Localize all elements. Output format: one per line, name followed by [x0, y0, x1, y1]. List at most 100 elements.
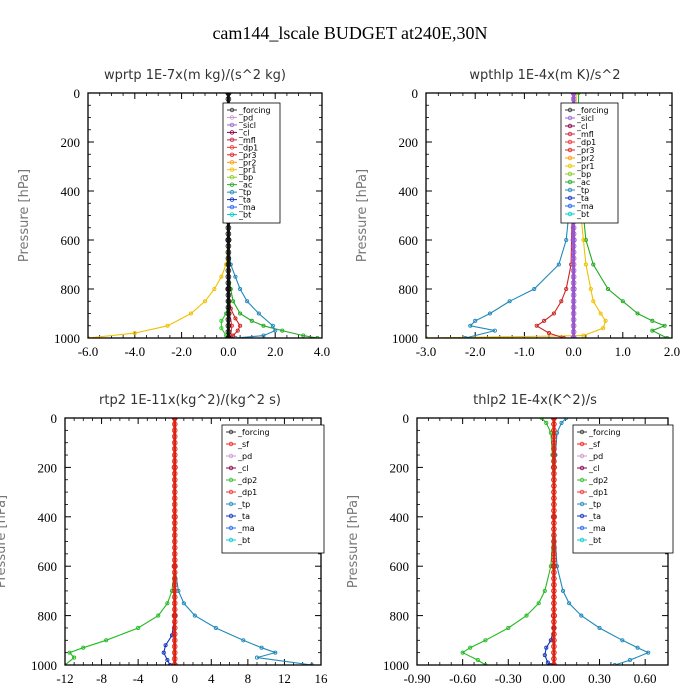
series-point: [545, 660, 550, 665]
legend-marker: [579, 513, 585, 519]
series-point: [551, 551, 557, 557]
series-point: [551, 544, 557, 551]
series-point: [171, 557, 178, 563]
series-point: [591, 262, 596, 267]
series-point: [168, 662, 173, 665]
series-point: [225, 316, 232, 323]
legend-marker: [228, 537, 234, 543]
legend-marker: [567, 139, 573, 145]
legend-marker: [229, 167, 235, 172]
series-point: [67, 650, 72, 655]
series-point: [241, 638, 246, 643]
series-point: [492, 328, 497, 333]
y-tick-label: 800: [390, 609, 410, 624]
series-point: [171, 501, 178, 508]
series-point: [620, 638, 625, 643]
series-point: [483, 662, 488, 665]
y-tick-label: 200: [61, 135, 81, 150]
legend-label: _bp: [576, 170, 591, 179]
legend-label: _cl: [238, 128, 250, 137]
series-point: [273, 328, 278, 333]
series-point: [605, 286, 611, 292]
series-point: [256, 311, 261, 316]
series-point: [171, 569, 178, 576]
series-point: [551, 507, 557, 514]
series-point: [171, 606, 178, 613]
legend-marker: [229, 212, 235, 217]
legend-marker: [229, 130, 235, 135]
series-point: [171, 631, 178, 637]
y-tick-label: 1000: [31, 658, 57, 673]
series-point: [570, 224, 577, 231]
legend-marker: [567, 147, 573, 153]
series-line: [535, 93, 575, 338]
series-point: [570, 310, 577, 317]
series-point: [163, 643, 168, 648]
plot-frame: [87, 92, 323, 339]
series-point: [136, 625, 141, 631]
y-tick-label: 200: [399, 135, 419, 150]
series-point: [662, 323, 667, 328]
x-tick-label: 4: [208, 671, 215, 686]
series-point: [603, 318, 608, 323]
series-point: [225, 329, 232, 335]
legend-label: _ma: [237, 524, 255, 533]
legend-label: _cl: [576, 122, 588, 131]
series-point: [171, 575, 178, 582]
series-point: [171, 637, 178, 644]
series-point: [551, 538, 557, 545]
x-tick-label: -4: [133, 671, 144, 686]
y-tick-label: 800: [399, 282, 419, 297]
legend-marker: [229, 197, 235, 202]
series-point: [507, 299, 512, 304]
legend-marker: [228, 477, 234, 483]
x-tick-label: -2.0: [465, 344, 486, 359]
series-point: [583, 237, 588, 243]
series-point: [171, 538, 178, 545]
legend-label: _ma: [238, 203, 256, 212]
legend-label: _tp: [237, 500, 250, 509]
legend-marker: [567, 163, 573, 169]
series-point: [551, 532, 557, 539]
x-tick-label: -6.0: [78, 344, 99, 359]
series-point: [581, 237, 586, 243]
y-tick-label: 600: [399, 233, 419, 248]
series-point: [570, 231, 577, 237]
series-point: [171, 656, 178, 662]
series-point: [570, 322, 577, 329]
series-point: [165, 658, 170, 663]
legend-marker: [579, 501, 585, 507]
series-point: [156, 613, 161, 618]
series-point: [570, 304, 577, 311]
series-point: [597, 625, 602, 631]
series-point: [219, 318, 224, 323]
legend-label: _sicl: [238, 121, 256, 130]
legend-marker: [228, 441, 234, 447]
series-point: [551, 588, 557, 594]
series-point: [171, 594, 178, 600]
series-point: [551, 452, 557, 458]
series-point: [225, 261, 232, 268]
series-point: [506, 625, 511, 631]
series-point: [104, 638, 109, 643]
series-point: [570, 249, 577, 256]
series-point: [551, 501, 557, 508]
series-point: [551, 656, 557, 662]
series-line: [163, 418, 176, 665]
series-point: [238, 311, 243, 316]
series-point: [579, 613, 584, 618]
series-point: [581, 333, 586, 338]
legend-label: _forcing: [576, 106, 609, 115]
series-point: [551, 563, 557, 569]
panel-title: wprtp 1E-7x(m kg)/(s^2 kg): [104, 68, 286, 83]
series-point: [551, 446, 557, 452]
legend-label: _bt: [588, 536, 601, 545]
legend-label: _forcing: [238, 106, 271, 115]
series-point: [212, 286, 217, 292]
series-point: [551, 618, 557, 625]
panel-4: thlp2 1E-4x(K^2)/s Pressure [hPa] -0.90 -0.…: [346, 393, 674, 686]
y-axis-label: Pressure [hPa]: [355, 169, 370, 262]
series-point: [460, 650, 465, 655]
panel-title: thlp2 1E-4x(K^2)/s: [473, 393, 597, 408]
